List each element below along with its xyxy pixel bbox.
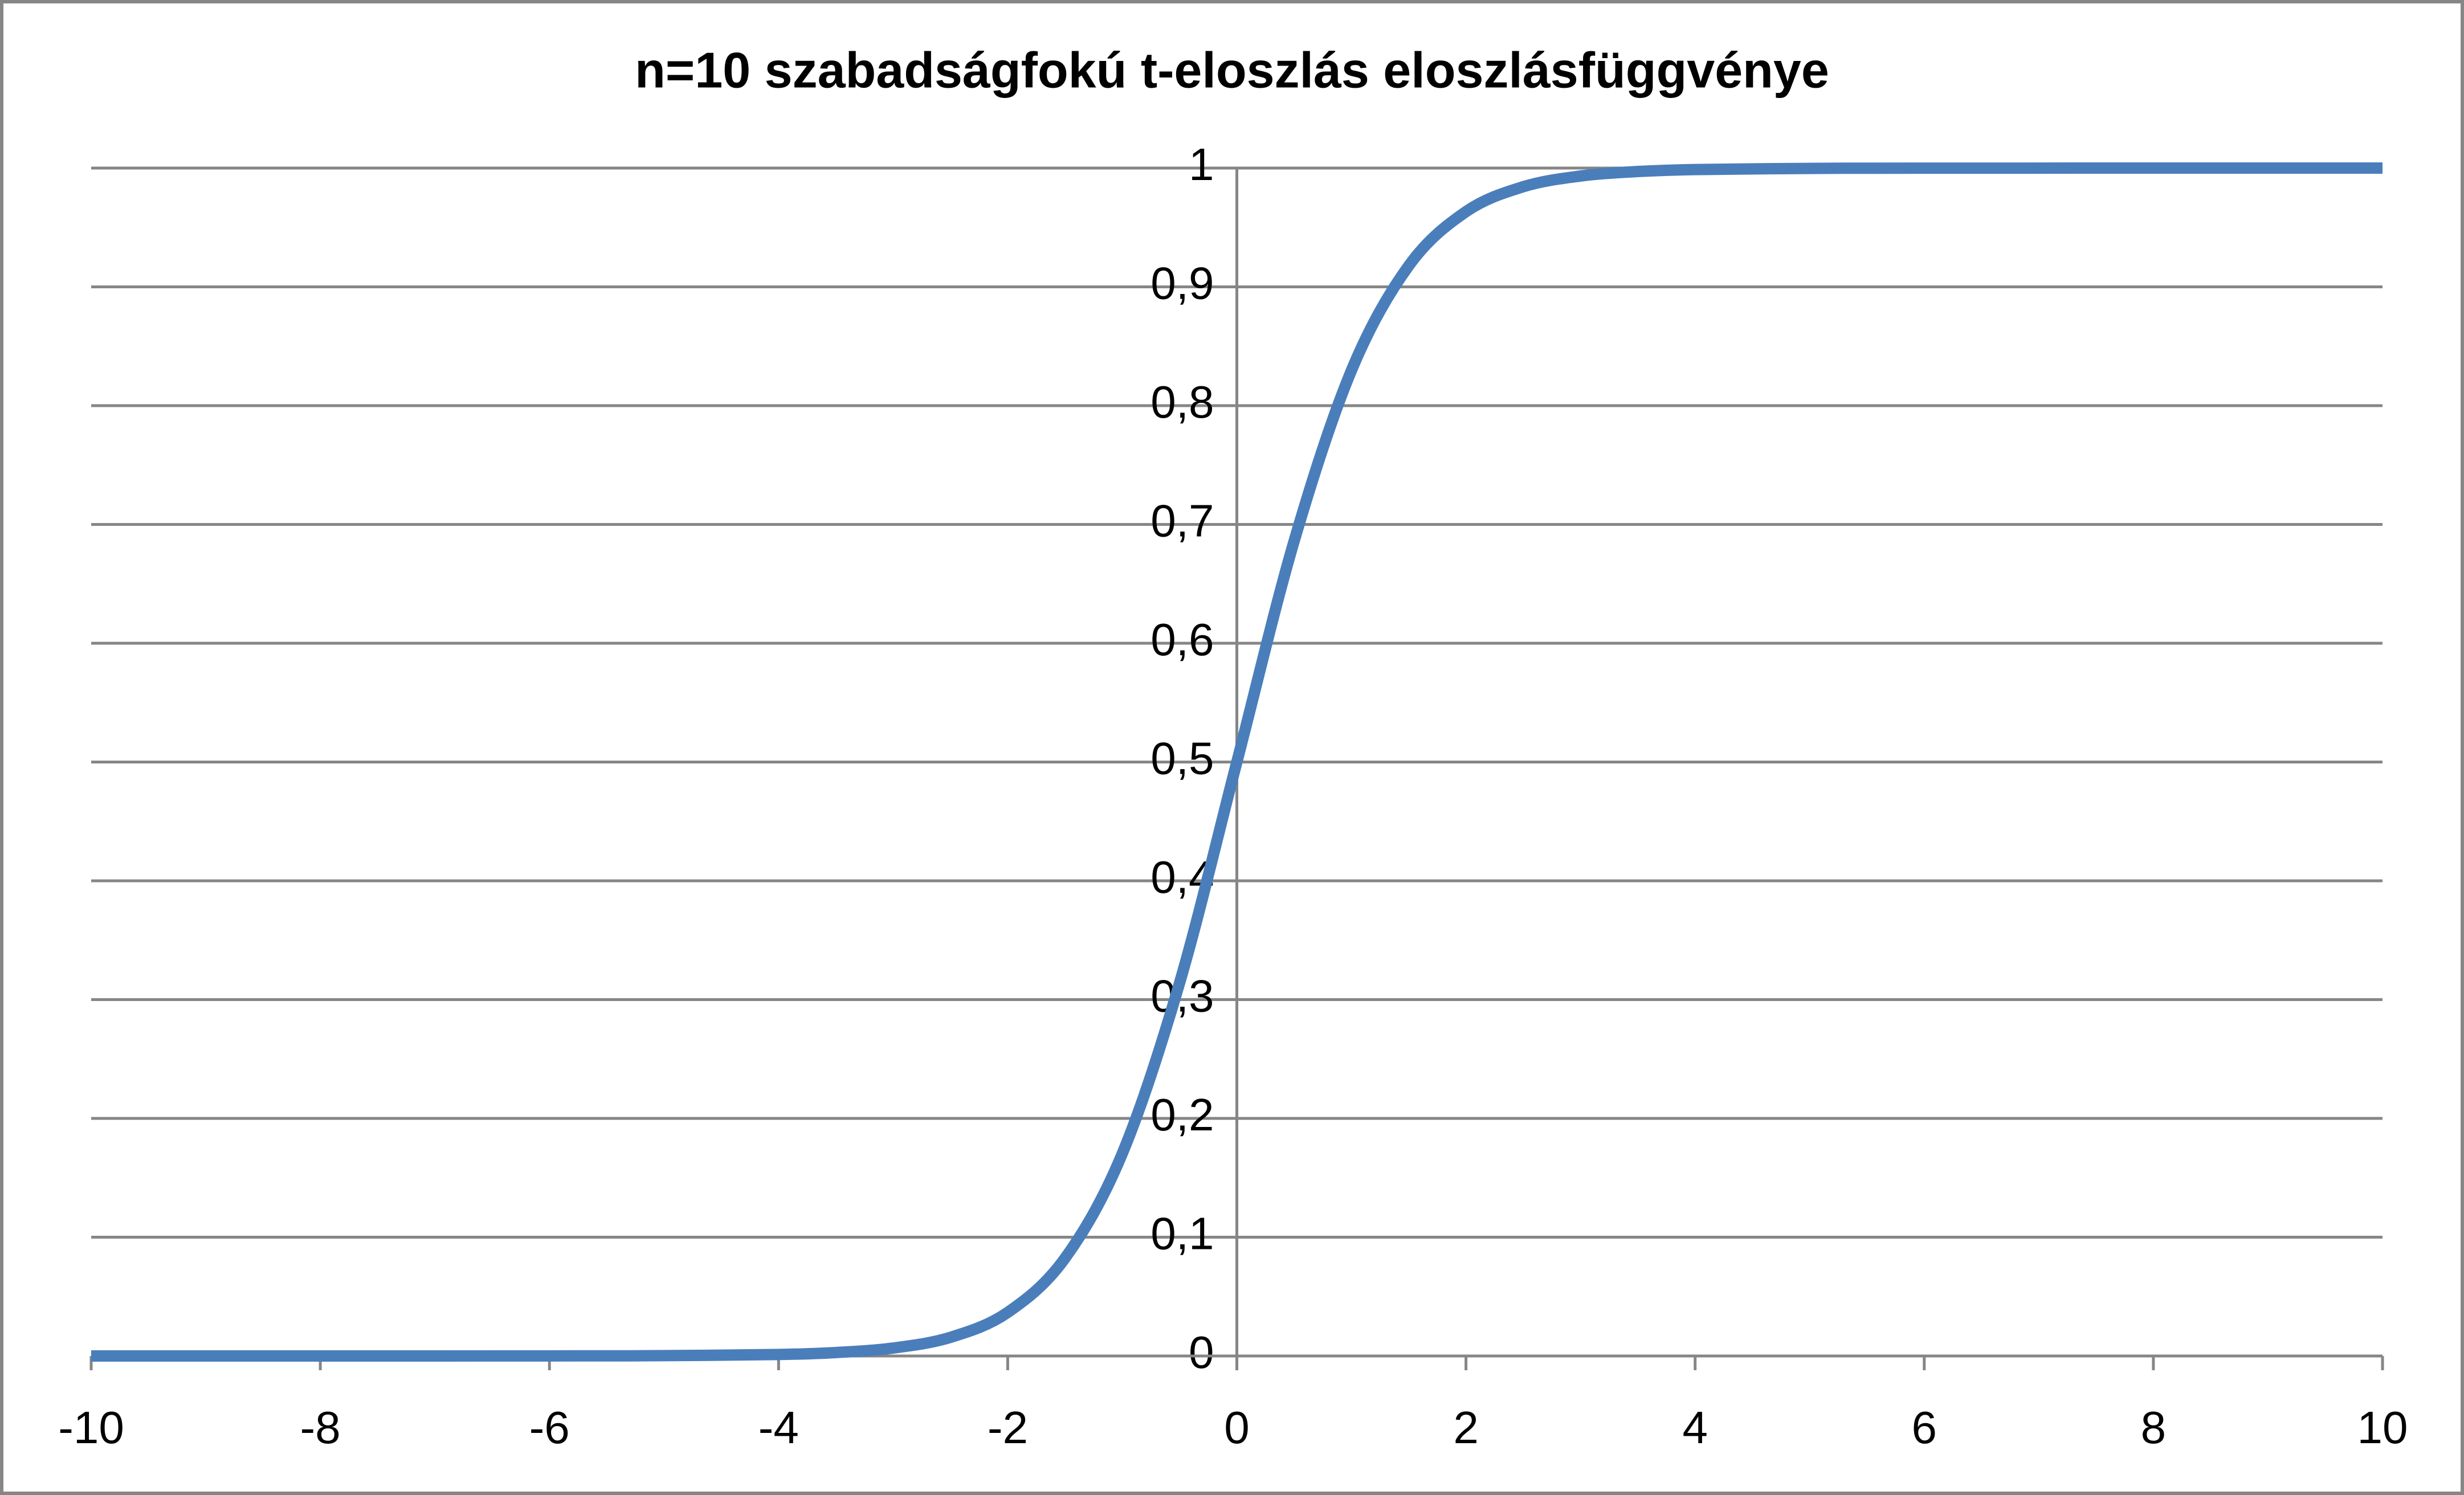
y-tick-label: 0,6 [1151, 614, 1214, 665]
x-tick-label: 0 [1224, 1402, 1250, 1453]
x-tick-label: 8 [2141, 1402, 2167, 1453]
x-tick-label: -6 [529, 1402, 570, 1453]
y-tick-label: 0,1 [1151, 1208, 1214, 1259]
x-tick-label: -10 [58, 1402, 124, 1453]
x-tick-label: 6 [1912, 1402, 1937, 1453]
line-series [91, 162, 2383, 1362]
x-tick-label: 10 [2357, 1402, 2408, 1453]
y-tick-label: 0,5 [1151, 733, 1214, 784]
y-tick-label: 0,7 [1151, 496, 1214, 546]
y-tick-label: 0,8 [1151, 377, 1214, 427]
chart-title: n=10 szabadságfokú t-eloszlás eloszlásfü… [635, 42, 1829, 98]
y-tick-label: 1 [1189, 139, 1214, 190]
y-tick-label: 0 [1189, 1327, 1214, 1378]
x-tick-label: 4 [1682, 1402, 1708, 1453]
y-tick-label: 0,2 [1151, 1089, 1214, 1140]
x-tick-label: -4 [758, 1402, 799, 1453]
x-tick-label: -8 [300, 1402, 341, 1453]
x-tick-label: -2 [988, 1402, 1028, 1453]
x-tick-label: 2 [1453, 1402, 1479, 1453]
y-tick-label: 0,9 [1151, 258, 1214, 309]
